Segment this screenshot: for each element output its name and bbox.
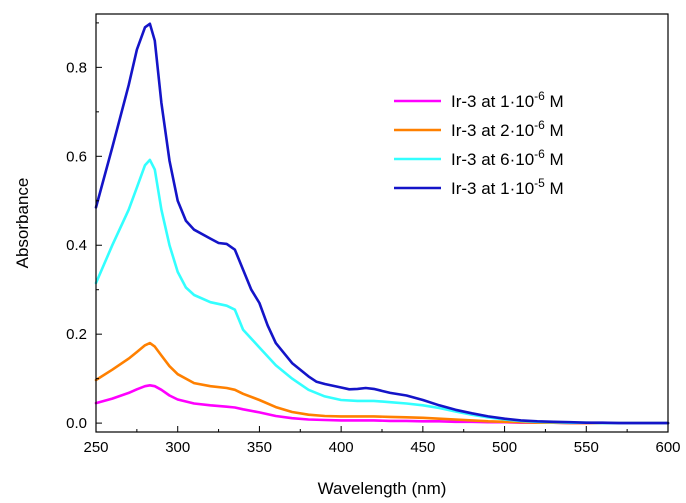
y-tick-label-4: 0.8 xyxy=(66,59,87,76)
x-tick-label-400: 400 xyxy=(329,439,354,456)
series-layer xyxy=(94,22,670,425)
y-tick-label-1: 0.2 xyxy=(66,326,87,343)
legend-entry-3: Ir-3 at 1·10-5 M xyxy=(451,176,564,198)
series-line-1 xyxy=(94,341,670,425)
y-tick-label-0: 0.0 xyxy=(66,415,87,432)
legend-label-unit: M xyxy=(545,179,564,198)
x-tick-label-550: 550 xyxy=(574,439,599,456)
legend-label-exponent: -6 xyxy=(534,89,545,103)
legend-label-main: Ir-3 at 2·10 xyxy=(451,121,534,140)
series-line-3 xyxy=(94,22,670,425)
legend: Ir-3 at 1·10-6 MIr-3 at 2·10-6 MIr-3 at … xyxy=(394,89,564,198)
series-line-2 xyxy=(94,158,670,425)
x-tick-label-500: 500 xyxy=(492,439,517,456)
legend-label-unit: M xyxy=(545,121,564,140)
x-axis-title: Wavelength (nm) xyxy=(318,479,447,498)
legend-label-main: Ir-3 at 6·10 xyxy=(451,150,534,169)
y-tick-label-2: 0.4 xyxy=(66,237,87,254)
ticks-layer: 250 300 350 400 450 500 550 600 0.0 0.2 0.4 0.6 0.8 xyxy=(66,22,681,456)
legend-label-exponent: -6 xyxy=(534,147,545,161)
legend-label-exponent: -6 xyxy=(534,118,545,132)
legend-label-unit: M xyxy=(545,150,564,169)
plot-frame xyxy=(95,13,669,433)
legend-label-exponent: -5 xyxy=(534,176,545,190)
legend-label-main: Ir-3 at 1·10 xyxy=(451,179,534,198)
legend-entry-0: Ir-3 at 1·10-6 M xyxy=(451,89,564,111)
y-axis-title: Absorbance xyxy=(13,178,32,269)
y-tick-label-3: 0.6 xyxy=(66,148,87,165)
x-tick-label-350: 350 xyxy=(247,439,272,456)
legend-entry-2: Ir-3 at 6·10-6 M xyxy=(451,147,564,169)
legend-label-unit: M xyxy=(545,92,564,111)
x-tick-label-450: 450 xyxy=(410,439,435,456)
x-tick-label-300: 300 xyxy=(165,439,190,456)
legend-entry-1: Ir-3 at 2·10-6 M xyxy=(451,118,564,140)
x-tick-label-250: 250 xyxy=(83,439,108,456)
x-tick-label-600: 600 xyxy=(655,439,680,456)
legend-label-main: Ir-3 at 1·10 xyxy=(451,92,534,111)
